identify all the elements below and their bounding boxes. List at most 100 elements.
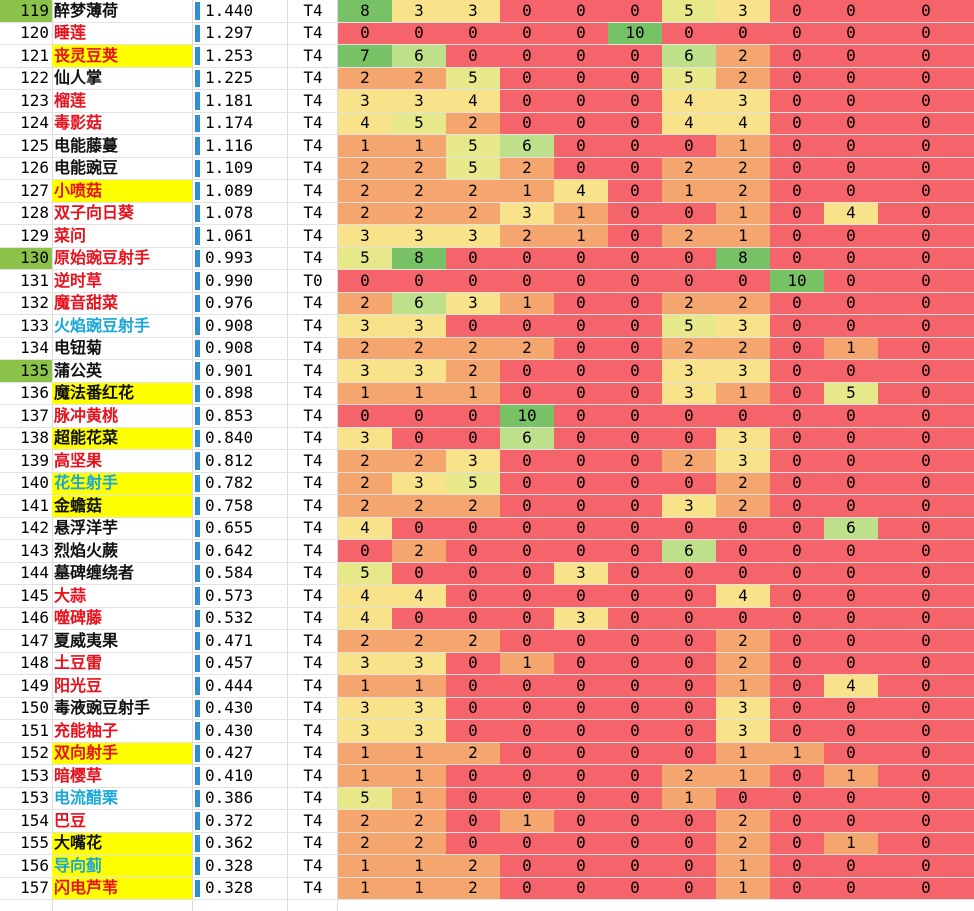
value-cell[interactable]: 1 [500, 810, 554, 832]
value-cell[interactable]: 0 [770, 90, 824, 112]
value-cell[interactable]: 2 [338, 180, 392, 202]
value-cell[interactable]: 1 [554, 202, 608, 224]
score-cell[interactable]: 1.089 [193, 180, 285, 202]
table-row[interactable]: 136 魔法番红花 0.898 T4 1 1 1 0 0 0 3 1 0 5 0 [0, 382, 974, 405]
value-cell[interactable]: 2 [662, 157, 716, 179]
value-cell[interactable]: 2 [392, 450, 446, 472]
value-cell[interactable]: 5 [446, 135, 500, 157]
score-cell[interactable]: 0.328 [193, 878, 285, 900]
value-cell[interactable]: 0 [554, 450, 608, 472]
table-row[interactable]: 156 导向蓟 0.328 T4 1 1 2 0 0 0 0 1 0 0 0 [0, 855, 974, 878]
score-cell[interactable]: 0.901 [193, 360, 285, 382]
value-cell[interactable]: 0 [878, 247, 974, 269]
value-cell[interactable]: 0 [554, 720, 608, 742]
value-cell[interactable]: 0 [554, 832, 608, 854]
tier-cell[interactable]: T4 [303, 45, 323, 65]
plant-name-cell[interactable]: 花生射手 [52, 472, 192, 494]
value-cell[interactable]: 0 [500, 270, 554, 292]
value-cell[interactable]: 0 [770, 787, 824, 809]
value-cell[interactable]: 0 [500, 720, 554, 742]
value-cell[interactable]: 1 [392, 742, 446, 764]
value-cell[interactable]: 3 [338, 720, 392, 742]
value-cell[interactable]: 0 [878, 585, 974, 607]
value-cell[interactable]: 0 [770, 382, 824, 404]
value-cell[interactable]: 0 [608, 382, 662, 404]
value-cell[interactable]: 1 [716, 855, 770, 877]
value-cell[interactable]: 4 [338, 585, 392, 607]
value-cell[interactable]: 2 [392, 630, 446, 652]
value-cell[interactable]: 2 [446, 360, 500, 382]
value-cell[interactable]: 2 [338, 202, 392, 224]
value-cell[interactable]: 2 [500, 157, 554, 179]
value-cell[interactable]: 5 [446, 157, 500, 179]
value-cell[interactable]: 0 [878, 877, 974, 899]
rank-cell[interactable]: 134 [20, 338, 49, 358]
value-cell[interactable]: 3 [716, 360, 770, 382]
tier-cell[interactable]: T4 [303, 720, 323, 740]
value-cell[interactable]: 0 [500, 765, 554, 787]
value-cell[interactable]: 0 [878, 810, 974, 832]
value-cell[interactable]: 0 [446, 247, 500, 269]
rank-cell[interactable]: 149 [20, 675, 49, 695]
value-cell[interactable]: 2 [716, 832, 770, 854]
value-cell[interactable]: 6 [500, 427, 554, 449]
value-cell[interactable]: 0 [500, 562, 554, 584]
value-cell[interactable]: 3 [392, 720, 446, 742]
value-cell[interactable]: 0 [824, 315, 878, 337]
value-cell[interactable]: 0 [500, 855, 554, 877]
tier-cell[interactable]: T4 [303, 495, 323, 515]
table-row[interactable]: 123 榴莲 1.181 T4 3 3 4 0 0 0 4 3 0 0 0 [0, 90, 974, 113]
plant-name-cell[interactable]: 超能花菜 [52, 427, 192, 449]
value-cell[interactable]: 8 [392, 247, 446, 269]
value-cell[interactable]: 0 [554, 855, 608, 877]
value-cell[interactable]: 0 [878, 562, 974, 584]
rank-cell[interactable]: 131 [20, 270, 49, 290]
value-cell[interactable]: 0 [824, 22, 878, 44]
value-cell[interactable]: 0 [770, 0, 824, 22]
value-cell[interactable]: 2 [338, 67, 392, 89]
value-cell[interactable]: 0 [770, 495, 824, 517]
value-cell[interactable]: 0 [500, 585, 554, 607]
plant-name-cell[interactable]: 电能豌豆 [54, 158, 119, 178]
plant-name-cell[interactable]: 土豆雷 [54, 653, 103, 673]
rank-cell[interactable]: 155 [20, 833, 49, 853]
value-cell[interactable]: 3 [446, 450, 500, 472]
value-cell[interactable]: 2 [716, 157, 770, 179]
value-cell[interactable]: 0 [770, 765, 824, 787]
value-cell[interactable]: 0 [878, 405, 974, 427]
value-cell[interactable]: 0 [608, 607, 662, 629]
score-cell[interactable]: 0.908 [193, 315, 285, 337]
score-cell[interactable]: 0.430 [193, 698, 285, 720]
rank-cell[interactable]: 139 [20, 450, 49, 470]
value-cell[interactable]: 0 [662, 585, 716, 607]
table-row[interactable]: 140 花生射手 0.782 T4 2 3 5 0 0 0 0 2 0 0 0 [0, 472, 974, 495]
table-row[interactable]: 132 魔音甜菜 0.976 T4 2 6 3 1 0 0 2 2 0 0 0 [0, 292, 974, 315]
value-cell[interactable]: 2 [446, 337, 500, 359]
plant-name-cell[interactable]: 双子向日葵 [54, 203, 135, 223]
value-cell[interactable]: 0 [554, 247, 608, 269]
value-cell[interactable]: 0 [878, 90, 974, 112]
value-cell[interactable]: 5 [392, 112, 446, 134]
value-cell[interactable]: 10 [770, 270, 824, 292]
value-cell[interactable]: 1 [824, 765, 878, 787]
value-cell[interactable]: 6 [392, 45, 446, 67]
value-cell[interactable]: 1 [824, 337, 878, 359]
value-cell[interactable]: 0 [608, 877, 662, 899]
value-cell[interactable]: 5 [338, 562, 392, 584]
value-cell[interactable]: 0 [608, 720, 662, 742]
value-cell[interactable]: 0 [608, 45, 662, 67]
value-cell[interactable]: 0 [500, 450, 554, 472]
plant-name-cell[interactable]: 小喷菇 [52, 180, 192, 202]
rank-cell[interactable]: 142 [20, 518, 49, 538]
tier-cell[interactable]: T4 [303, 855, 323, 875]
value-cell[interactable]: 0 [500, 832, 554, 854]
value-cell[interactable]: 0 [446, 765, 500, 787]
value-cell[interactable]: 0 [554, 270, 608, 292]
tier-cell[interactable]: T4 [303, 135, 323, 155]
value-cell[interactable]: 0 [878, 832, 974, 854]
value-cell[interactable]: 5 [662, 0, 716, 22]
value-cell[interactable]: 0 [500, 45, 554, 67]
value-cell[interactable]: 0 [878, 697, 974, 719]
rank-cell[interactable]: 154 [20, 810, 49, 830]
score-cell[interactable]: 1.061 [193, 225, 285, 247]
